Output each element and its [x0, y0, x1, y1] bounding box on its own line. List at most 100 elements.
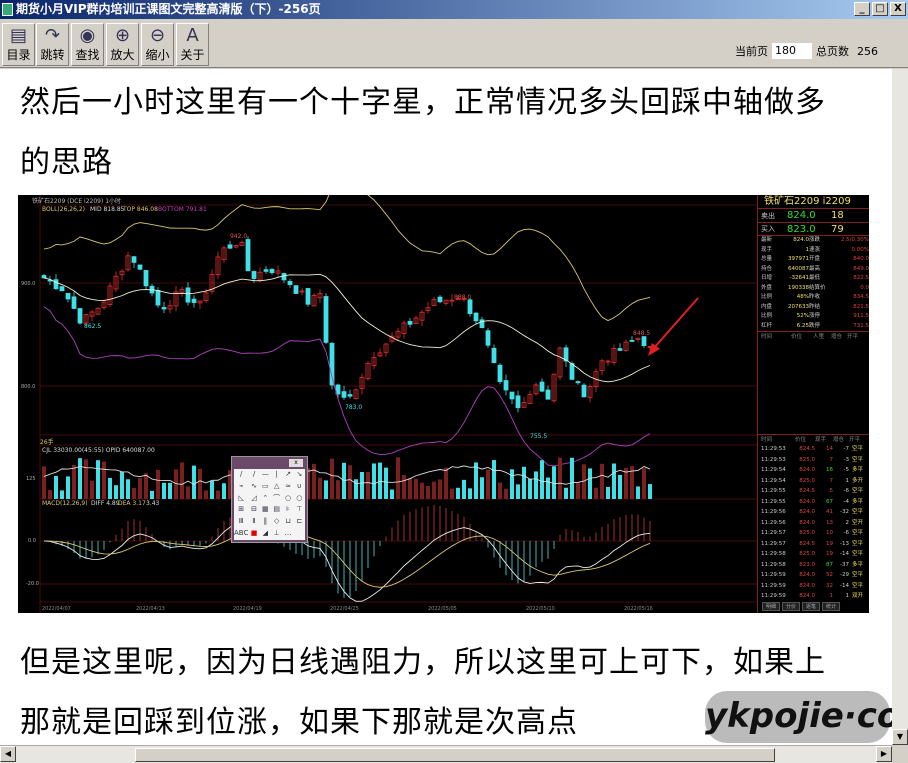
drawing-tool-icon[interactable]: Ⅱ — [252, 517, 256, 526]
palette-close-button[interactable]: x — [289, 459, 303, 467]
volume-tick: 125 — [26, 476, 36, 482]
drawing-tool-icon[interactable]: ◇ — [273, 517, 280, 526]
contents-button[interactable]: ▤ 目录 — [2, 23, 35, 66]
candle — [599, 360, 605, 372]
drawing-tool-icon[interactable]: / — [240, 470, 243, 478]
drawing-tool-icon[interactable]: ◿ — [251, 493, 257, 502]
tick-cell: 825.0 — [799, 456, 815, 463]
current-page-input[interactable]: 180 — [772, 43, 812, 59]
about-button[interactable]: A 关于 — [176, 23, 209, 66]
candle — [347, 394, 353, 397]
tick-cell: 11:29:58 — [761, 551, 786, 557]
paragraph-line: 那就是回踩到位涨，如果下那就是次高点 — [20, 705, 578, 740]
drawing-tool-icon[interactable]: ▤ — [273, 505, 280, 514]
drawing-tool-icon[interactable]: ‖ — [263, 517, 268, 526]
drawing-tool-icon[interactable]: ■ — [250, 529, 258, 538]
volume-bar — [402, 475, 406, 499]
macd-dea: DEA 3.17 — [118, 500, 146, 507]
drawing-tool-icon[interactable]: — — [261, 470, 269, 478]
tick-cell: 824.0 — [799, 509, 815, 515]
zoom-out-button[interactable]: ⊖ 缩小 — [141, 23, 174, 66]
drawing-tool-icon[interactable]: … — [284, 529, 292, 538]
drawing-tool-icon[interactable]: ∿ — [251, 481, 257, 490]
boll-mid-line — [43, 273, 651, 383]
drawing-tool-icon[interactable]: ⊟ — [251, 505, 257, 514]
column-header: 增仓 — [831, 334, 843, 340]
quote-cell: 0.0 — [860, 284, 869, 291]
column-header: 价位 — [795, 437, 807, 443]
scroll-right-button[interactable]: ▶ — [876, 746, 892, 762]
vertical-scrollbar[interactable]: ▼ — [892, 69, 908, 745]
drawing-tool-icon[interactable]: / — [252, 470, 256, 478]
quote-cell: 比例 — [761, 313, 773, 319]
horizontal-scrollbar[interactable]: ◀ ▶ — [0, 745, 892, 763]
candle — [197, 300, 203, 304]
drawing-tool-icon[interactable]: ⊏ — [296, 517, 303, 526]
candle — [227, 244, 233, 249]
quote-tab[interactable]: 统计 — [822, 601, 841, 611]
drawing-tool-icon[interactable]: ◺ — [238, 493, 244, 502]
watermark-logo: ykpojie·com — [705, 691, 892, 743]
candle — [545, 389, 551, 400]
drawing-tool-icon[interactable]: ▭ — [262, 481, 269, 490]
horizontal-scroll-thumb[interactable] — [135, 748, 775, 762]
drawing-tool-icon[interactable]: △ — [273, 481, 280, 490]
drawing-tool-icon[interactable]: ◢ — [262, 529, 269, 538]
drawing-tool-icon[interactable]: ⌁ — [239, 481, 244, 490]
drawing-tool-icon[interactable]: ∪ — [296, 481, 302, 490]
volume-bar — [66, 476, 70, 499]
drawing-tool-icon[interactable]: ▦ — [262, 505, 269, 514]
drawing-tool-icon[interactable]: Ⅲ — [238, 517, 244, 526]
drawing-tool-icon[interactable]: ABC — [234, 529, 249, 538]
candle — [329, 342, 335, 386]
drawing-tool-icon[interactable]: ⊧ — [286, 505, 290, 514]
candle — [203, 292, 209, 302]
quote-row: 杠杆 6.25 跌停 731.5 — [758, 322, 869, 332]
scroll-down-button[interactable]: ▼ — [892, 729, 908, 745]
drawing-tool-icon[interactable]: ⊤ — [296, 505, 303, 514]
scroll-left-button[interactable]: ◀ — [0, 746, 16, 762]
tick-cell: 空平 — [852, 446, 864, 452]
drawing-tool-icon[interactable] — [294, 528, 305, 540]
drawing-tool-icon[interactable]: ⊔ — [285, 517, 291, 526]
quote-tab[interactable]: 明细 — [762, 601, 781, 611]
drawing-tool-icon[interactable]: ○ — [284, 493, 292, 502]
volume-bar — [156, 469, 160, 499]
drawing-tool-icon[interactable]: ⊞ — [238, 505, 245, 514]
minimize-button[interactable]: _ — [854, 2, 870, 16]
maximize-button[interactable]: □ — [872, 2, 888, 16]
close-button[interactable]: X — [890, 2, 906, 16]
tick-cell: 11:29:59 — [761, 572, 786, 578]
volume-bar — [336, 480, 340, 499]
volume-bar — [414, 478, 418, 499]
drawing-tool-icon[interactable]: ≈ — [285, 481, 291, 490]
quote-tab[interactable]: 逐笔 — [802, 601, 821, 611]
drawing-tool-icon[interactable]: ⊥ — [273, 529, 280, 538]
drawing-tool-icon[interactable]: | — [275, 470, 278, 478]
volume-bar — [78, 458, 82, 499]
candle — [311, 295, 317, 307]
tick-cell: 11:29:59 — [761, 593, 786, 599]
volume-bar — [534, 471, 538, 499]
candle — [485, 330, 491, 346]
drawing-tool-icon[interactable]: ⌒ — [273, 493, 281, 502]
volume-bar — [474, 462, 478, 499]
volume-bar — [54, 475, 58, 499]
quote-cell: 822.5 — [853, 275, 869, 281]
volume-bar — [372, 463, 376, 499]
find-button[interactable]: ◉ 查找 — [71, 23, 104, 66]
zoom-in-button[interactable]: ⊕ 放大 — [106, 23, 139, 66]
drawing-tool-icon[interactable]: ⌃ — [262, 493, 269, 502]
quote-tab[interactable]: 分价 — [782, 601, 801, 611]
tick-row: 11:29:59 824.0 32 -14 空平 — [758, 581, 869, 592]
drawing-tool-icon[interactable]: ↘ — [296, 470, 303, 478]
candle — [509, 391, 515, 400]
candle — [371, 357, 377, 366]
quote-cell: 821.5 — [853, 303, 869, 310]
candle — [611, 347, 617, 363]
drawing-tool-icon[interactable]: ○ — [296, 493, 303, 502]
drawing-tools-palette[interactable]: x / / — | ↗ ↘ ⌁ ∿ ▭ △ ≈ ∪ ◺ ◿ ⌃ ⌒ ○ ○ ⊞ ⊟ ▦ ▤ ⊧ ⊤ Ⅲ Ⅱ ‖ ◇ ⊔ ⊏ ABC ■ ◢ ⊥… — [231, 456, 308, 543]
drawing-tool-icon[interactable]: ↗ — [285, 470, 291, 478]
tick-cell: 11:29:54 — [761, 477, 786, 484]
jump-button[interactable]: ↷ 跳转 — [36, 23, 69, 66]
